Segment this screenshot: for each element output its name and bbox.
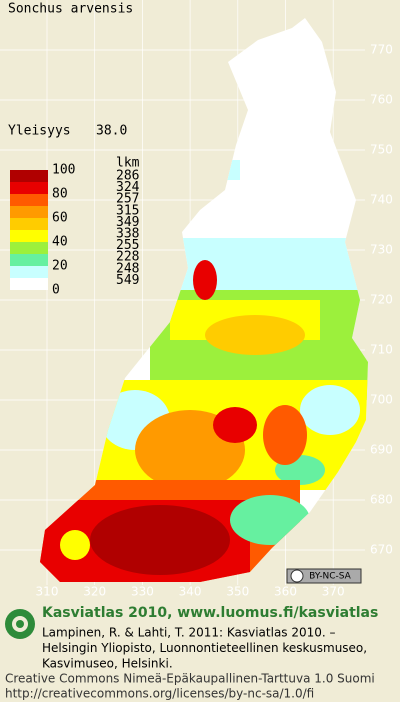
northing-label: 770 <box>370 43 393 57</box>
legend-swatch <box>10 242 48 254</box>
legend-scale-label: 80 <box>52 187 68 202</box>
legend-scale-label: 100 <box>52 163 75 178</box>
index-label: Yleisyys <box>8 124 71 139</box>
legend-scale-label: 40 <box>52 235 68 250</box>
citation-line: Kasvimuseo, Helsinki. <box>42 657 173 671</box>
legend-swatch <box>10 194 48 206</box>
legend-swatch <box>10 254 48 266</box>
northing-label: 730 <box>370 243 393 257</box>
legend-swatch <box>10 278 48 290</box>
citation-line: Helsingin Yliopisto, Luonnontieteellinen… <box>42 641 367 655</box>
northing-label: 670 <box>370 543 393 557</box>
legend-header: lkm <box>116 156 140 171</box>
northing-label: 760 <box>370 93 393 107</box>
northing-label: 740 <box>370 193 393 207</box>
legend-count: 228 <box>116 250 139 265</box>
easting-label: 340 <box>179 585 202 599</box>
legend-count: 338 <box>116 227 139 242</box>
legend-swatch <box>10 266 48 278</box>
legend-scale-label: 0 <box>52 283 60 298</box>
legend-count: 248 <box>116 261 139 276</box>
legend-scale-label: 60 <box>52 211 68 226</box>
license-line: http://creativecommons.org/licenses/by-n… <box>5 687 314 701</box>
legend-count: 315 <box>116 203 139 218</box>
index-value: 38.0 <box>96 124 127 139</box>
northing-label: 710 <box>370 343 393 357</box>
legend-swatch <box>10 170 48 182</box>
easting-label: 360 <box>274 585 297 599</box>
legend-swatch <box>10 218 48 230</box>
legend-count: 286 <box>116 169 139 184</box>
atlas-title: Kasviatlas 2010, www.luomus.fi/kasviatla… <box>42 605 378 621</box>
legend-count: 549 <box>116 273 139 288</box>
easting-label: 370 <box>322 585 345 599</box>
easting-label: 350 <box>226 585 249 599</box>
legend-swatch <box>10 206 48 218</box>
northing-label: 750 <box>370 143 393 157</box>
legend-scale-label: 20 <box>52 259 68 274</box>
northing-label: 680 <box>370 493 393 507</box>
easting-label: 310 <box>36 585 59 599</box>
legend-swatch <box>10 230 48 242</box>
logo <box>5 609 35 639</box>
legend-count: 349 <box>116 215 139 230</box>
license-line: Creative Commons Nimeä-Epäkaupallinen-Ta… <box>5 672 375 686</box>
legend-count: 257 <box>116 192 139 207</box>
easting-label: 330 <box>131 585 154 599</box>
northing-label: 720 <box>370 293 393 307</box>
legend-swatch <box>10 182 48 194</box>
citation-line: Lampinen, R. & Lahti, T. 2011: Kasviatla… <box>42 626 336 640</box>
northing-label: 690 <box>370 443 393 457</box>
legend-count: 255 <box>116 238 139 253</box>
northing-label: 700 <box>370 393 393 407</box>
species-title: Sonchus arvensis <box>8 2 133 17</box>
license-badge: BY-NC-SA <box>286 568 362 584</box>
easting-label: 320 <box>83 585 106 599</box>
badge-text: BY-NC-SA <box>309 572 352 582</box>
legend-count: 324 <box>116 180 140 195</box>
